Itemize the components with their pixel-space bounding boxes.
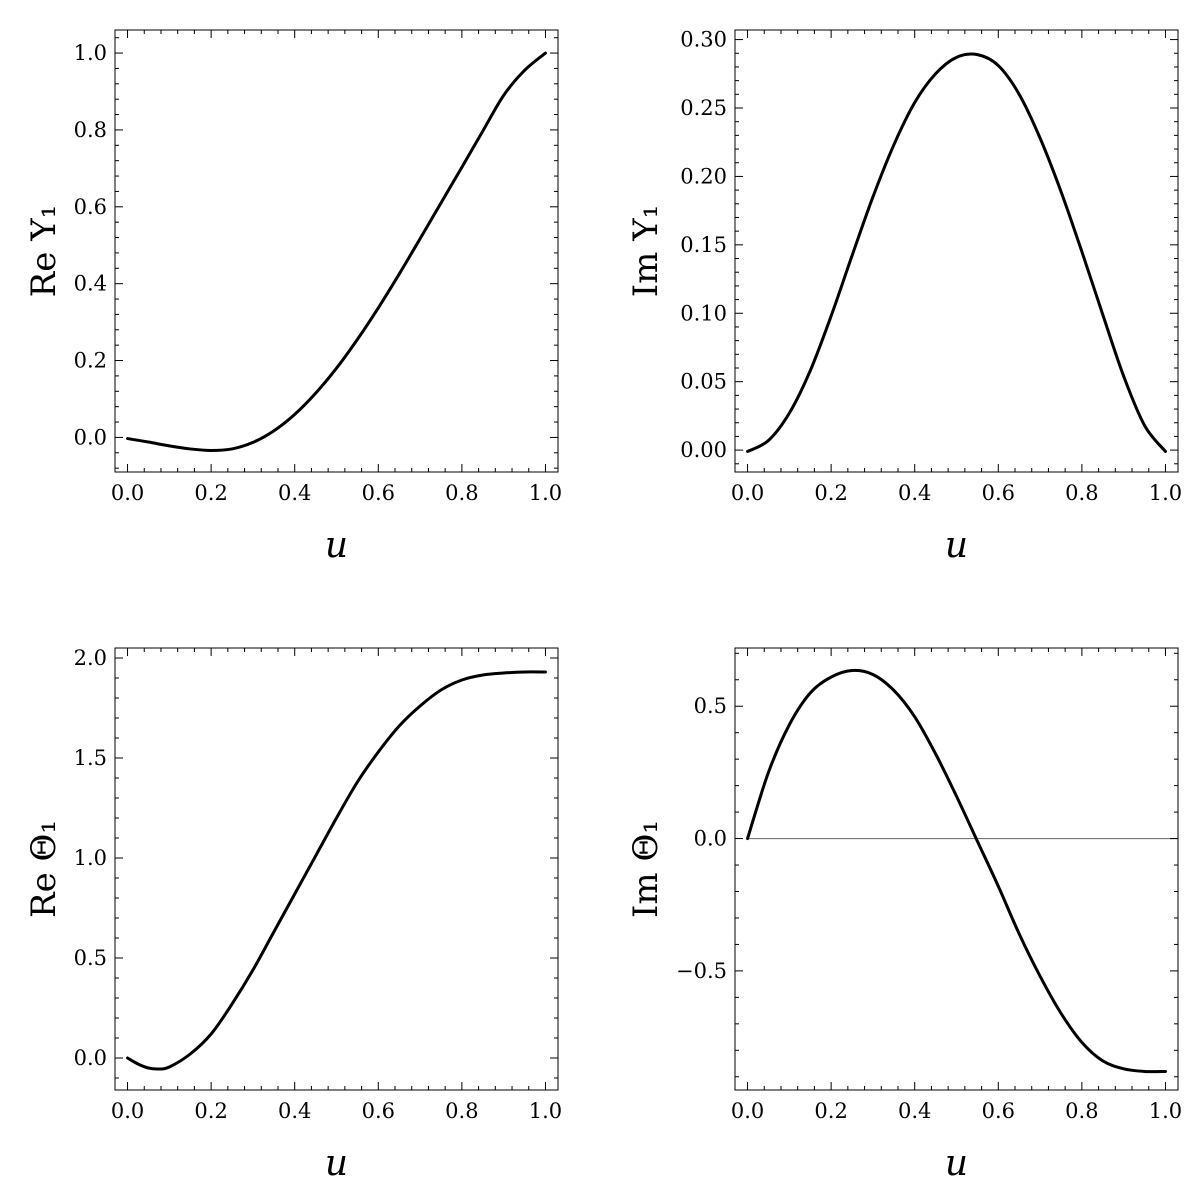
x-tick-label: 0.8 — [1065, 1099, 1098, 1123]
y-tick-label: 0.8 — [74, 118, 107, 142]
y-tick-label: 0.0 — [74, 1046, 107, 1070]
series-line-re-theta1 — [126, 670, 547, 1071]
x-tick-label: 0.8 — [1065, 481, 1098, 505]
y-tick-label: 0.30 — [680, 28, 727, 52]
plot-re-theta1: 0.0 0.2 0.4 0.6 0.8 1.0 0.0 0.5 1.0 1.5 2.0 u Re Θ₁ — [24, 646, 562, 1184]
x-tick-label: 0.6 — [362, 1099, 395, 1123]
x-tick-label: 1.0 — [1149, 481, 1182, 505]
y-tick-label: 1.0 — [74, 41, 107, 65]
x-tick-label: 0.2 — [194, 1099, 227, 1123]
y-tick-label: 1.0 — [74, 846, 107, 870]
series-line-re-y1 — [126, 51, 547, 452]
y-tick-label: 0.5 — [694, 694, 727, 718]
x-tick-label: 1.0 — [1149, 1099, 1182, 1123]
x-tick-label: 0.6 — [362, 481, 395, 505]
x-axis-label: u — [325, 1143, 348, 1184]
x-tick-label: 0.8 — [445, 1099, 478, 1123]
y-tick-label: 2.0 — [74, 646, 107, 670]
x-tick-label: 0.0 — [111, 481, 144, 505]
y-tick-label: 0.2 — [74, 349, 107, 373]
plot-frame — [114, 647, 559, 1091]
y-tick-label: −0.5 — [676, 959, 727, 983]
y-tick-label: 0.10 — [680, 301, 727, 325]
y-tick-label: 0.05 — [680, 370, 727, 394]
x-tick-label: 0.6 — [982, 481, 1015, 505]
y-axis-label: Im Θ₁ — [626, 820, 666, 918]
series-line-im-y1 — [746, 52, 1167, 453]
x-axis-label: u — [325, 525, 348, 566]
y-axis-label: Im Y₁ — [626, 205, 666, 298]
y-tick-label: 0.5 — [74, 946, 107, 970]
y-tick-label: 1.5 — [74, 746, 107, 770]
y-tick-label: 0.0 — [694, 827, 727, 851]
plot-frame — [734, 647, 1179, 1091]
x-axis-label: u — [945, 525, 968, 566]
y-tick-label: 0.4 — [74, 272, 107, 296]
plot-im-theta1: 0.0 0.2 0.4 0.6 0.8 1.0 0.5 0.0 −0.5 u Im Θ₁ — [626, 647, 1182, 1184]
y-tick-label: 0.0 — [74, 425, 107, 449]
x-tick-label: 0.2 — [814, 481, 847, 505]
x-tick-label: 0.2 — [814, 1099, 847, 1123]
y-tick-label: 0.00 — [680, 438, 727, 462]
y-tick-label: 0.20 — [680, 164, 727, 188]
y-tick-label: 0.6 — [74, 195, 107, 219]
x-tick-label: 0.8 — [445, 481, 478, 505]
x-tick-label: 0.6 — [982, 1099, 1015, 1123]
x-axis-label: u — [945, 1143, 968, 1184]
x-tick-label: 0.4 — [898, 481, 931, 505]
y-tick-label: 0.25 — [680, 96, 727, 120]
plot-frame — [734, 29, 1179, 473]
y-tick-label: 0.15 — [680, 233, 727, 257]
x-tick-label: 0.0 — [111, 1099, 144, 1123]
series-line-im-theta1 — [746, 668, 1167, 1074]
plot-frame — [114, 29, 559, 473]
x-tick-label: 0.4 — [278, 1099, 311, 1123]
x-tick-label: 0.4 — [898, 1099, 931, 1123]
x-tick-label: 1.0 — [529, 1099, 562, 1123]
y-axis-label: Re Y₁ — [24, 205, 64, 298]
plot-re-y1: 0.0 0.2 0.4 0.6 0.8 1.0 0.0 0.2 0.4 0.6 0.8 1.0 u Re … — [24, 29, 562, 566]
x-tick-label: 0.0 — [731, 1099, 764, 1123]
x-tick-label: 1.0 — [529, 481, 562, 505]
x-tick-label: 0.0 — [731, 481, 764, 505]
x-tick-label: 0.2 — [194, 481, 227, 505]
y-axis-label: Re Θ₁ — [24, 820, 64, 918]
x-tick-label: 0.4 — [278, 481, 311, 505]
plot-im-y1: 0.0 0.2 0.4 0.6 0.8 1.0 0.00 0.05 0.10 0.15 0.20 0.… — [626, 28, 1182, 566]
